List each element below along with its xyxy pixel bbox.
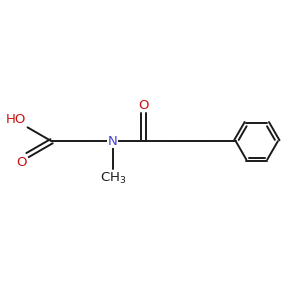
Text: O: O [16,156,26,169]
Text: O: O [138,99,149,112]
Text: N: N [108,135,118,148]
Text: HO: HO [5,113,26,126]
Text: CH$_3$: CH$_3$ [100,171,126,186]
